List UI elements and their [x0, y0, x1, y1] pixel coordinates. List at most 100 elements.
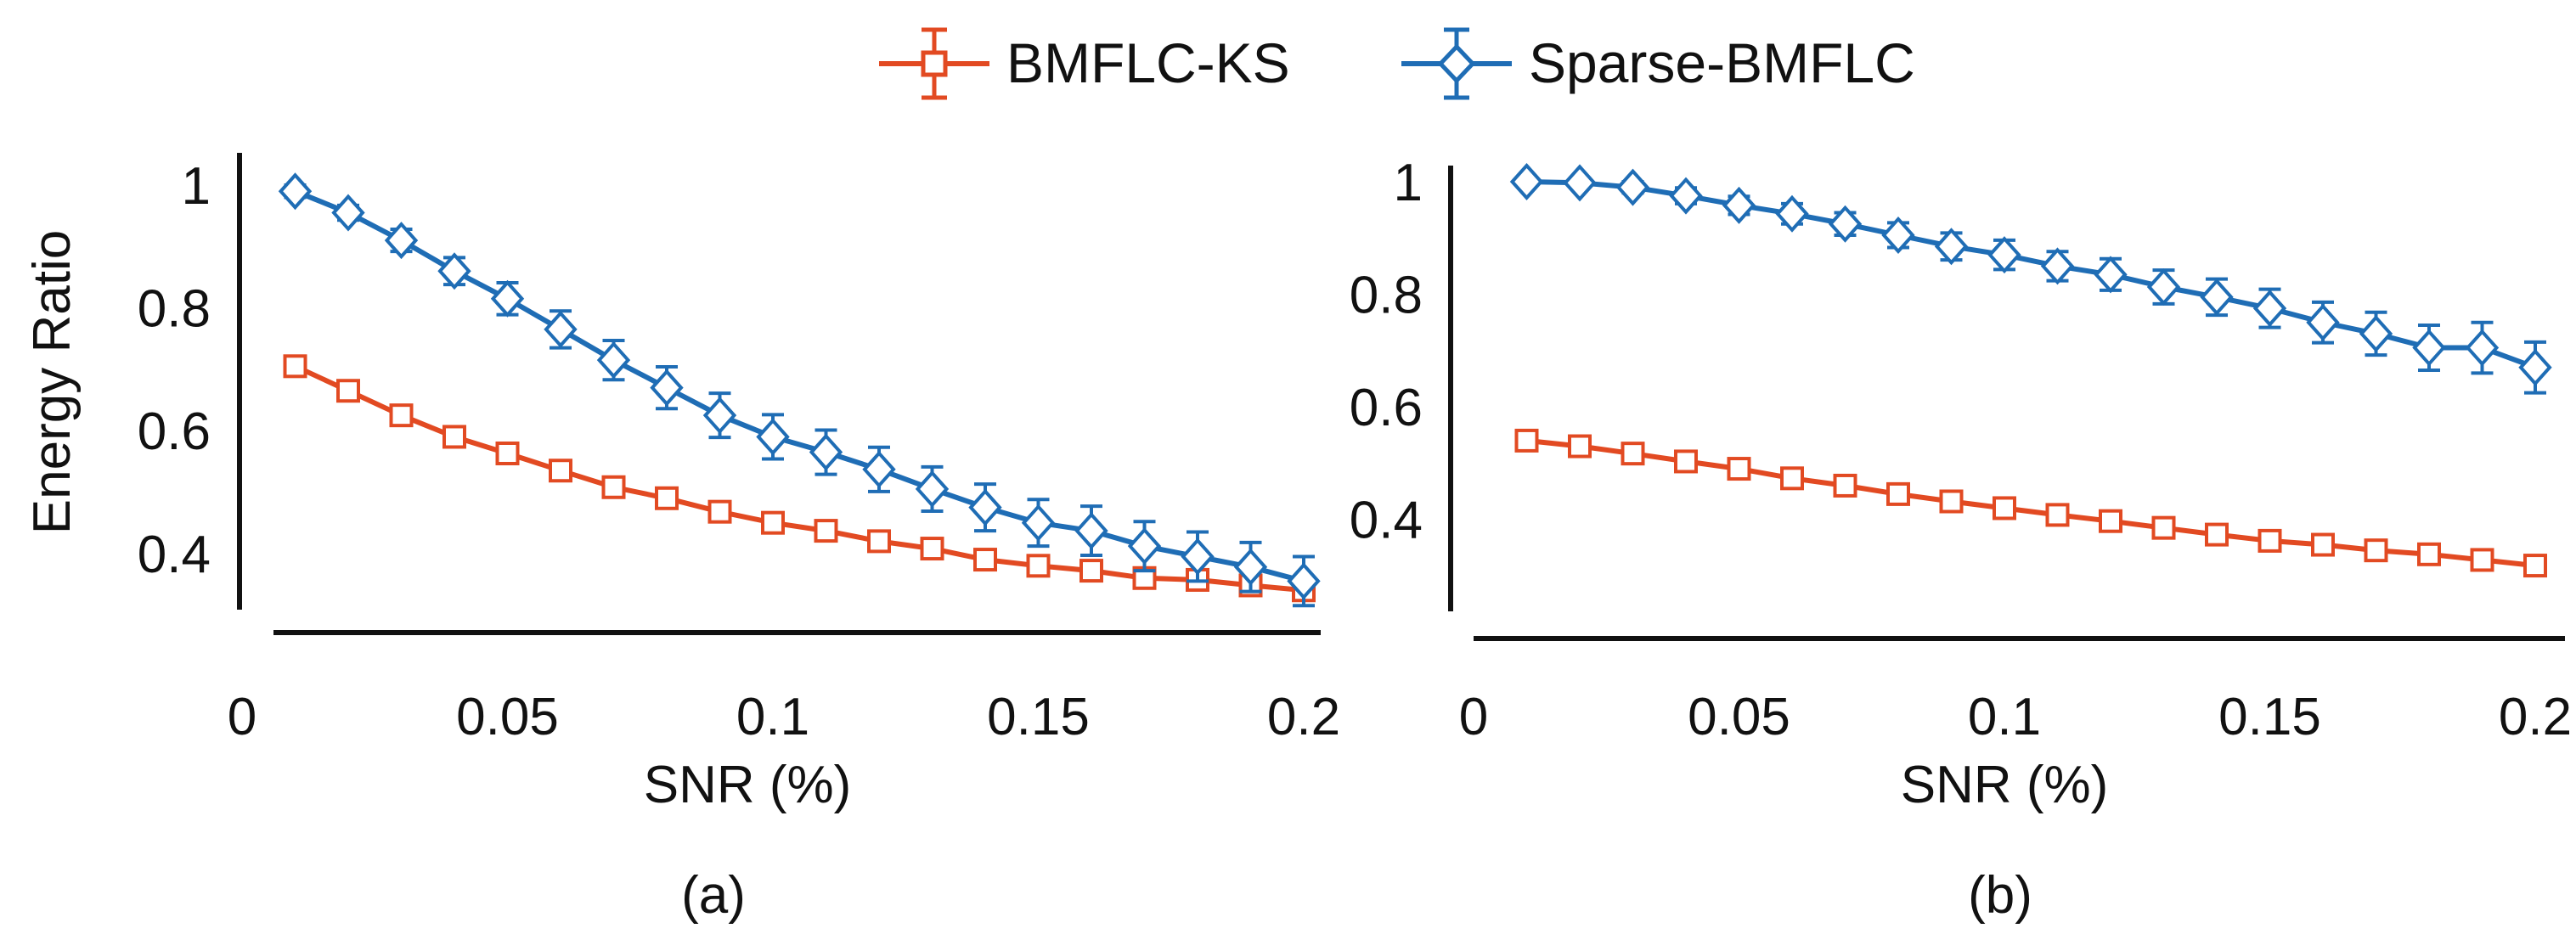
legend-label-bmflc-ks: BMFLC-KS	[1006, 31, 1290, 94]
data-point-square	[1993, 496, 2016, 521]
series-sparse-bmflc	[1509, 163, 2552, 395]
data-point-square	[283, 354, 307, 379]
series-bmflc-ks	[1514, 428, 2547, 578]
data-point-diamond	[2146, 267, 2181, 306]
y-tick-label: 0.8	[1350, 267, 1423, 325]
data-point-diamond	[2094, 256, 2128, 294]
x-tick-label: 0.2	[2499, 688, 2572, 746]
x-tick-label: 0	[228, 688, 256, 746]
data-point-square	[549, 459, 572, 483]
x-tick-label: 0.15	[2218, 688, 2321, 746]
x-tick-label: 0	[1459, 688, 1488, 746]
data-point-diamond	[1233, 548, 1268, 586]
data-point-square	[2523, 554, 2547, 578]
data-point-diamond	[1722, 186, 1756, 224]
data-point-square	[1939, 489, 1964, 514]
data-point-square	[920, 537, 944, 561]
chart-panel-b: SNR (%) (b) 0.4 0.6 0.8 1 0 0.05 0.1 0.15 0.2	[1350, 154, 2572, 925]
chart-panel-a: Energy Ratio SNR (%) (a) 0.4 0.6 0.8 1 0 0.05…	[23, 153, 1340, 925]
legend: BMFLC-KS Sparse-BMFLC	[879, 27, 1915, 100]
data-point-diamond	[278, 172, 313, 211]
panel-label-b: (b)	[1968, 866, 2032, 925]
data-point-diamond	[809, 433, 843, 471]
data-point-square	[1727, 457, 1751, 481]
data-point-square	[1833, 473, 1857, 498]
data-point-square	[761, 510, 785, 535]
y-tick-label: 0.4	[1350, 492, 1423, 550]
data-point-diamond	[2200, 278, 2234, 316]
data-point-square	[2099, 509, 2122, 533]
data-point-diamond	[2040, 247, 2075, 285]
data-point-diamond	[1987, 236, 2021, 274]
data-point-square	[1621, 442, 1645, 466]
data-point-diamond	[384, 222, 419, 260]
data-point-diamond	[490, 279, 525, 318]
data-point-diamond	[702, 397, 737, 435]
data-point-square	[867, 529, 891, 554]
data-point-square	[389, 403, 414, 428]
data-point-diamond	[331, 194, 365, 232]
data-point-diamond	[2518, 348, 2552, 386]
x-tick-label: 0.1	[1968, 688, 2041, 746]
data-point-square	[707, 499, 732, 524]
y-tick-label: 0.8	[138, 280, 211, 339]
data-point-square	[655, 486, 679, 510]
y-tick-label: 0.6	[138, 402, 211, 461]
x-tick-label: 0.05	[1688, 688, 1790, 746]
data-point-diamond	[756, 418, 790, 456]
data-point-diamond	[1669, 177, 1703, 215]
data-point-square	[814, 519, 838, 543]
data-point-square	[601, 475, 626, 499]
data-point-square	[2311, 532, 2335, 557]
data-point-diamond	[1021, 504, 1056, 542]
data-point-square	[973, 548, 997, 572]
x-axis-title: SNR (%)	[1901, 756, 2109, 814]
data-point-square	[1079, 559, 1103, 583]
data-point-square	[442, 425, 466, 449]
data-point-square	[2258, 528, 2282, 553]
x-tick-label: 0.1	[736, 688, 809, 746]
data-point-square	[2364, 538, 2388, 563]
data-point-diamond	[437, 252, 471, 290]
data-point-diamond	[1181, 537, 1215, 576]
x-tick-label: 0.2	[1267, 688, 1340, 746]
data-point-square	[2205, 522, 2229, 547]
data-point-diamond	[915, 470, 950, 508]
data-point-diamond	[968, 488, 1002, 526]
data-point-diamond	[650, 369, 684, 407]
data-point-square	[2470, 548, 2494, 572]
data-point-square	[1674, 449, 1698, 474]
data-point-square	[1568, 434, 1592, 459]
data-point-diamond	[2359, 314, 2393, 352]
square-marker-icon	[921, 50, 948, 77]
diamond-marker-icon	[1437, 43, 1476, 84]
data-point-diamond	[2412, 329, 2446, 367]
data-point-diamond	[862, 450, 896, 488]
legend-label-sparse-bmflc: Sparse-BMFLC	[1529, 31, 1915, 94]
y-tick-label: 0.6	[1350, 379, 1423, 437]
series-bmflc-ks	[283, 354, 1316, 603]
y-tick-label: 0.4	[138, 526, 211, 584]
data-point-diamond	[1074, 512, 1108, 550]
data-point-square	[336, 379, 360, 403]
data-point-diamond	[2252, 290, 2287, 328]
series-sparse-bmflc	[278, 172, 1321, 608]
data-point-diamond	[2465, 329, 2500, 367]
x-tick-label: 0.15	[987, 688, 1090, 746]
data-point-square	[2417, 542, 2441, 566]
data-point-diamond	[1828, 205, 1863, 243]
y-tick-label: 1	[182, 157, 211, 216]
data-point-diamond	[1287, 562, 1321, 600]
data-point-square	[2151, 515, 2176, 540]
data-point-square	[1780, 466, 1804, 491]
data-point-diamond	[1775, 194, 1809, 233]
legend-entry-bmflc-ks: BMFLC-KS	[879, 27, 1290, 100]
y-tick-label: 1	[1394, 154, 1423, 212]
y-axis-title: Energy Ratio	[23, 230, 82, 534]
x-tick-label: 0.05	[456, 688, 559, 746]
data-point-square	[495, 441, 520, 465]
data-point-diamond	[1509, 163, 1544, 200]
data-point-diamond	[1127, 527, 1162, 566]
data-point-square	[1886, 481, 1910, 506]
data-point-diamond	[1615, 168, 1650, 206]
